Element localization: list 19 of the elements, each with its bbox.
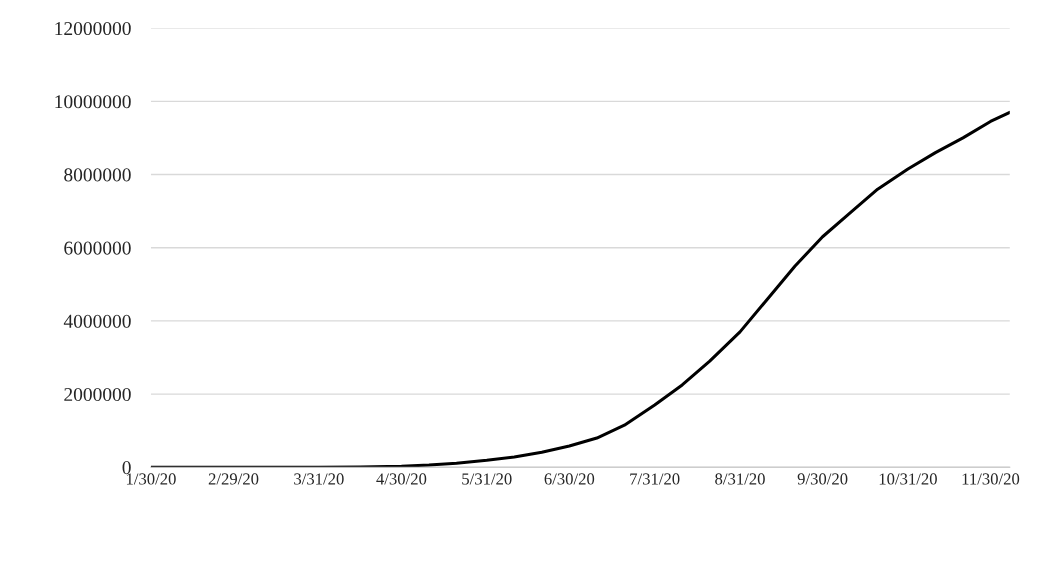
x-tick-label: 11/30/20 <box>962 473 1020 485</box>
y-tick-label: 2000000 <box>64 387 131 402</box>
y-tick-label: 4000000 <box>63 314 131 328</box>
x-tick-label: 10/31/20 <box>879 473 937 485</box>
y-tick-label: 8000000 <box>64 168 131 182</box>
x-tick-label: 1/30/20 <box>126 473 176 485</box>
x-tick-label: 3/31/20 <box>294 473 344 485</box>
y-tick-label: 10000000 <box>55 95 131 109</box>
x-tick-label: 5/31/20 <box>462 473 512 485</box>
x-tick-label: 9/30/20 <box>797 473 848 485</box>
x-tick-label: 8/31/20 <box>715 473 765 485</box>
x-tick-label: 6/30/20 <box>544 473 595 485</box>
y-tick-label: 12000000 <box>55 21 131 36</box>
y-tick-label: 0 <box>122 461 131 475</box>
y-tick-label: 6000000 <box>64 241 131 255</box>
line-series <box>150 110 1010 468</box>
x-tick-label: 4/30/20 <box>376 473 427 485</box>
x-tick-label: 2/29/20 <box>208 473 259 485</box>
x-tick-label: 7/31/20 <box>630 473 680 485</box>
